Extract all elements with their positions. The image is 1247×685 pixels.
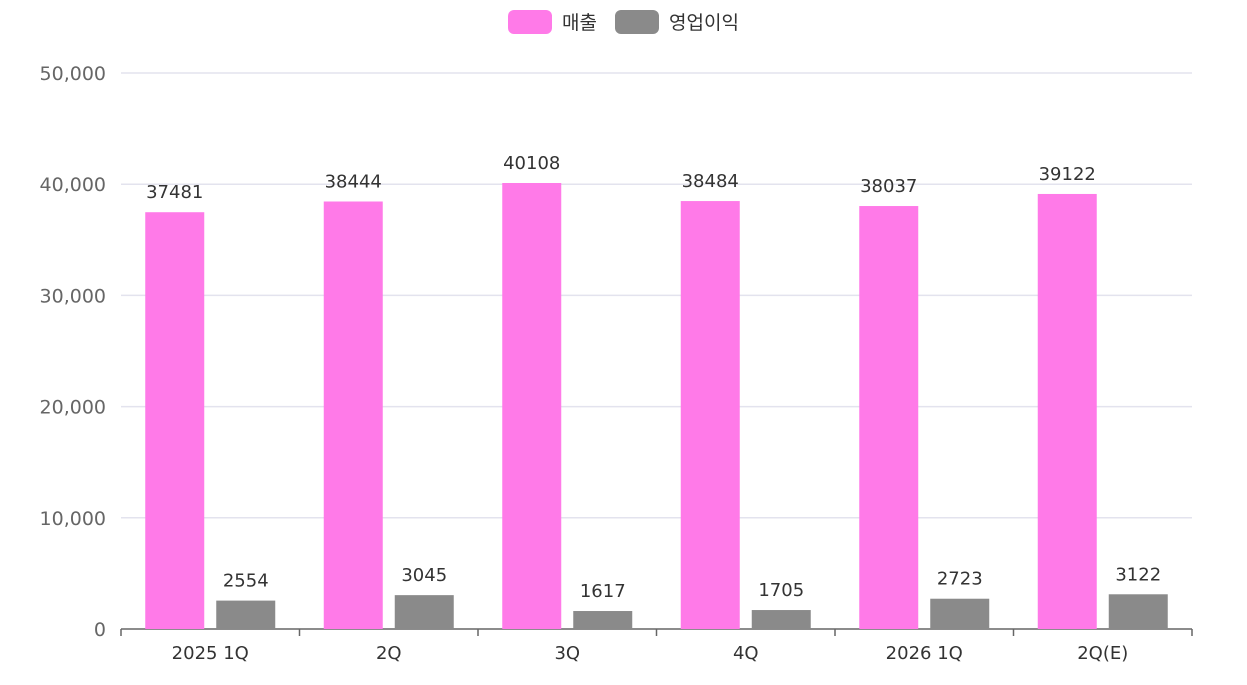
operating-profit-data-label: 3045: [401, 565, 447, 586]
operating-profit-data-label: 2723: [937, 569, 983, 590]
legend-item-operating-profit[interactable]: 영업이익: [615, 8, 739, 35]
y-tick-label: 10,000: [40, 508, 106, 530]
revenue-bar[interactable]: [145, 212, 205, 629]
y-tick-label: 50,000: [40, 63, 106, 85]
revenue-data-label: 38037: [860, 176, 917, 197]
operating-profit-bar[interactable]: [751, 610, 811, 629]
x-tick-label: 2025 1Q: [172, 643, 249, 664]
revenue-data-label: 38444: [325, 172, 382, 193]
revenue-data-label: 38484: [682, 171, 739, 192]
y-tick-label: 20,000: [40, 397, 106, 419]
x-tick-label: 2Q(E): [1077, 643, 1128, 664]
x-tick-label: 2Q: [376, 643, 402, 664]
operating-profit-bar[interactable]: [216, 600, 276, 629]
operating-profit-bar[interactable]: [394, 595, 454, 629]
x-tick-label: 3Q: [554, 643, 580, 664]
chart-legend: 매출 영업이익: [0, 8, 1247, 35]
operating-profit-data-label: 3122: [1115, 564, 1161, 585]
legend-swatch-revenue: [508, 9, 553, 34]
x-tick-label: 2026 1Q: [886, 643, 963, 664]
operating-profit-bar[interactable]: [930, 598, 990, 629]
revenue-data-label: 40108: [503, 153, 560, 174]
revenue-bar[interactable]: [502, 182, 562, 630]
revenue-bar[interactable]: [1037, 193, 1097, 629]
x-tick-label: 4Q: [733, 643, 759, 664]
operating-profit-data-label: 1705: [758, 580, 804, 601]
y-tick-label: 30,000: [40, 285, 106, 307]
y-tick-label: 0: [94, 619, 106, 641]
revenue-data-label: 37481: [146, 182, 203, 203]
revenue-bar[interactable]: [323, 201, 383, 629]
revenue-bar[interactable]: [680, 201, 740, 629]
legend-item-revenue[interactable]: 매출: [508, 8, 597, 35]
legend-label-operating-profit: 영업이익: [669, 12, 739, 34]
operating-profit-data-label: 1617: [580, 581, 626, 602]
revenue-bar[interactable]: [859, 206, 919, 629]
y-tick-label: 40,000: [40, 174, 106, 196]
operating-profit-bar[interactable]: [573, 611, 633, 629]
operating-profit-data-label: 2554: [223, 571, 269, 592]
legend-swatch-operating-profit: [615, 9, 660, 34]
legend-label-revenue: 매출: [562, 12, 598, 34]
operating-profit-bar[interactable]: [1108, 594, 1168, 629]
revenue-data-label: 39122: [1039, 164, 1096, 185]
